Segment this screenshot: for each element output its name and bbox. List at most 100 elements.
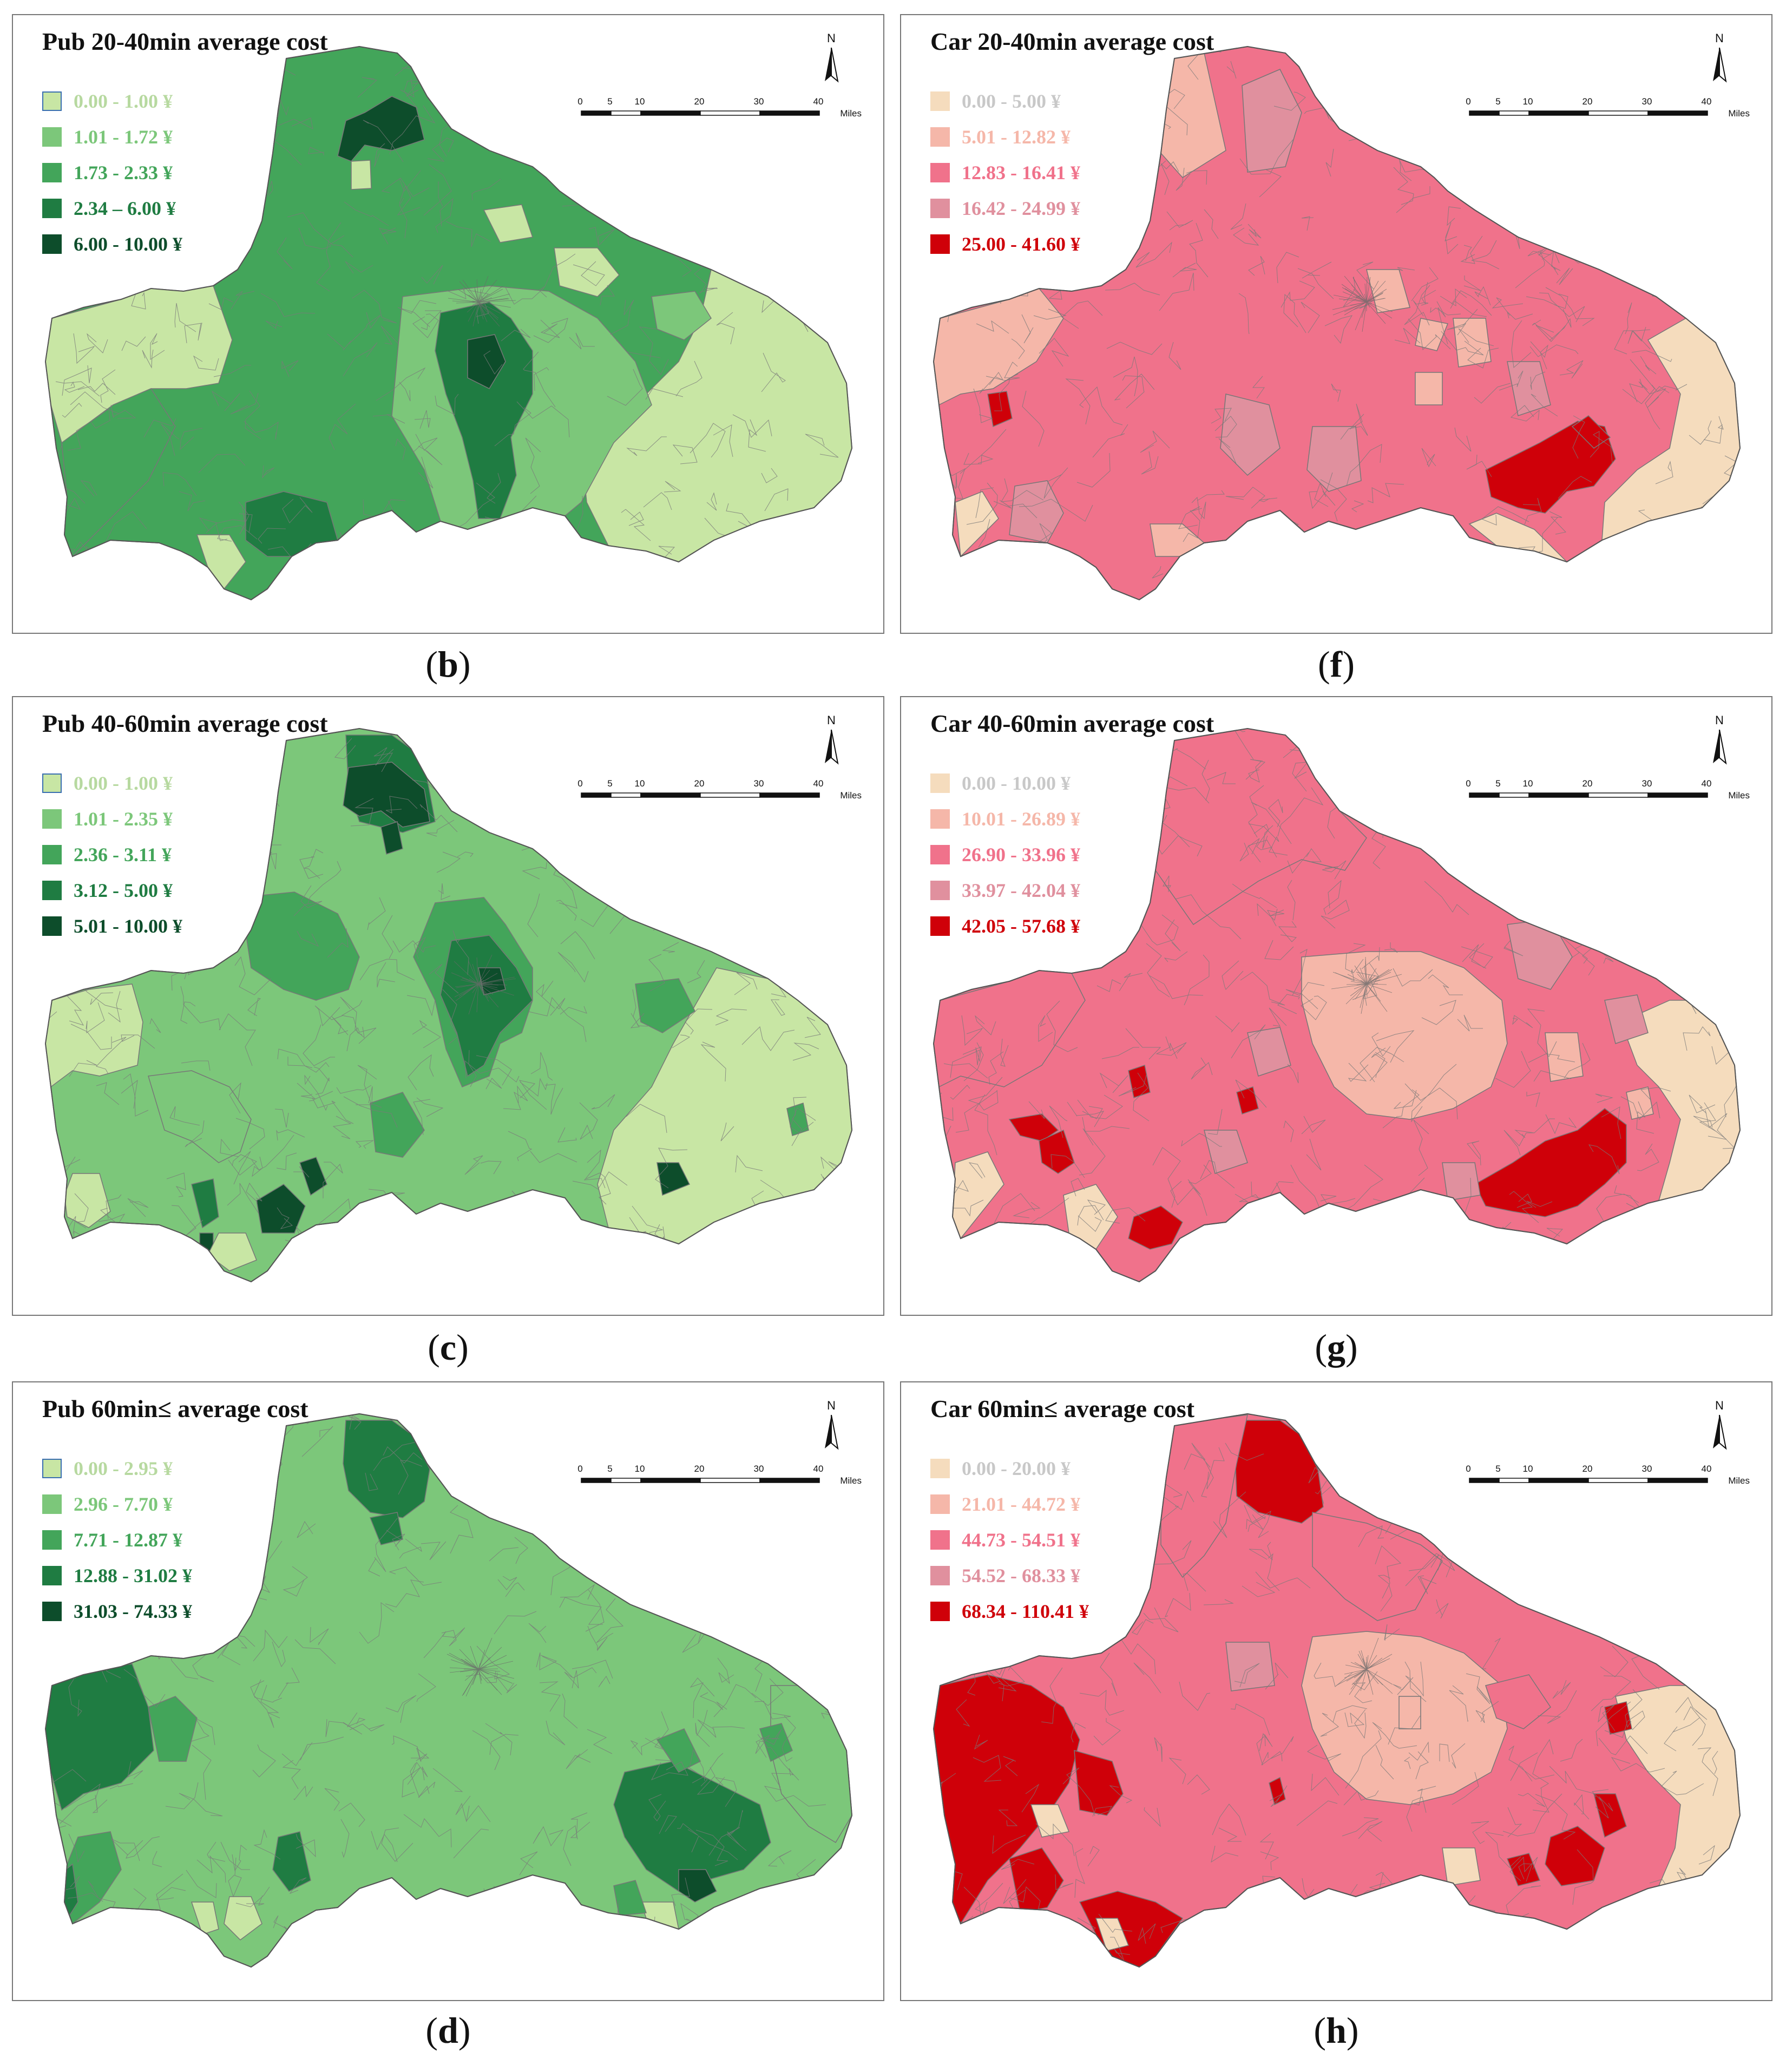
panel-caption-b: (b) xyxy=(425,644,471,685)
map-zone xyxy=(1604,994,1649,1044)
map-zone xyxy=(1312,1512,1443,1621)
choropleth-map xyxy=(933,45,1741,601)
legend-item: 25.00 - 41.60 ¥ xyxy=(930,226,1080,262)
scale-tick-label: 30 xyxy=(1641,96,1652,107)
legend-swatch xyxy=(42,1566,62,1585)
map-zone xyxy=(1204,1130,1248,1174)
scale-tick-label: 10 xyxy=(634,778,645,789)
legend: 0.00 - 20.00 ¥ 21.01 - 44.72 ¥ 44.73 - 54.… xyxy=(930,1451,1089,1629)
north-arrow-icon: N xyxy=(1706,31,1732,91)
legend-item: 1.73 - 2.33 ¥ xyxy=(42,155,182,191)
map-zone xyxy=(1485,421,1616,514)
legend-item: 0.00 - 5.00 ¥ xyxy=(930,83,1080,119)
map-title: Car 60min≤ average cost xyxy=(930,1395,1195,1422)
north-arrow-icon: N xyxy=(818,713,844,773)
map-zone xyxy=(1604,1701,1632,1735)
scale-tick-label: 20 xyxy=(694,778,705,789)
map-zone xyxy=(1225,1642,1275,1691)
legend-swatch xyxy=(42,1530,62,1550)
map-zone xyxy=(1301,951,1508,1120)
legend-label: 12.88 - 31.02 ¥ xyxy=(74,1565,192,1586)
legend-item: 5.01 - 12.82 ¥ xyxy=(930,119,1080,155)
scale-tick-label: 10 xyxy=(634,96,645,107)
scale-tick-label: 40 xyxy=(1701,778,1712,789)
scale-tick-label: 0 xyxy=(1466,1464,1471,1474)
choropleth-map xyxy=(933,1413,1741,1968)
scale-bar: 0 5 10 20 30 40 Miles xyxy=(1466,778,1750,816)
legend-item: 12.83 - 16.41 ¥ xyxy=(930,155,1080,191)
legend-swatch xyxy=(42,1459,62,1478)
panel-caption-f: (f) xyxy=(1318,644,1355,685)
legend-swatch xyxy=(930,881,950,900)
legend: 0.00 - 1.00 ¥ 1.01 - 2.35 ¥ 2.36 - 3.11 ¥ 3… xyxy=(42,765,182,944)
map-zone xyxy=(656,1728,701,1773)
region-border xyxy=(933,1413,1741,1968)
legend-label: 16.42 - 24.99 ¥ xyxy=(962,198,1080,219)
map-zone xyxy=(343,762,430,828)
map-zone xyxy=(1242,69,1302,173)
scale-bar: 0 5 10 20 30 40 Miles xyxy=(577,778,862,816)
scale-tick-label: 0 xyxy=(577,96,583,107)
legend-label: 5.01 - 12.82 ¥ xyxy=(962,126,1071,148)
map-panel-b: Pub 20-40min average cost 0.00 - 1.00 ¥ 1… xyxy=(12,14,884,634)
legend-item: 21.01 - 44.72 ¥ xyxy=(930,1486,1089,1522)
north-arrow-icon: N xyxy=(1706,713,1732,773)
scale-tick-label: 40 xyxy=(1701,96,1712,107)
map-zone xyxy=(1485,1674,1552,1729)
legend-label: 2.34 – 6.00 ¥ xyxy=(74,198,176,219)
legend-swatch xyxy=(42,91,62,111)
legend-swatch xyxy=(930,845,950,864)
legend-swatch xyxy=(42,773,62,793)
north-label: N xyxy=(1715,713,1724,727)
legend-swatch xyxy=(42,845,62,864)
scale-tick-label: 0 xyxy=(577,1464,583,1474)
scale-unit-label: Miles xyxy=(840,108,862,119)
map-zone xyxy=(351,160,372,190)
map-zone xyxy=(1442,1162,1481,1201)
legend-label: 44.73 - 54.51 ¥ xyxy=(962,1529,1080,1551)
map-zone xyxy=(1415,372,1443,405)
legend-swatch xyxy=(42,1602,62,1621)
legend-item: 10.01 - 26.89 ¥ xyxy=(930,801,1080,837)
legend-label: 10.01 - 26.89 ¥ xyxy=(962,808,1080,830)
panel-caption-h: (h) xyxy=(1314,2010,1359,2051)
legend-item: 5.01 - 10.00 ¥ xyxy=(42,908,182,944)
north-label: N xyxy=(1715,31,1724,45)
legend-swatch xyxy=(930,1459,950,1478)
map-zone xyxy=(1545,1826,1605,1886)
scale-unit-label: Miles xyxy=(1728,108,1750,119)
legend-label: 26.90 - 33.96 ¥ xyxy=(962,844,1080,865)
map-title: Pub 60min≤ average cost xyxy=(42,1395,308,1422)
legend-swatch xyxy=(930,1602,950,1621)
scale-tick-label: 40 xyxy=(813,96,824,107)
legend-label: 7.71 - 12.87 ¥ xyxy=(74,1529,182,1551)
legend-swatch xyxy=(42,163,62,182)
map-zone xyxy=(1545,1032,1584,1082)
scale-bar: 0 5 10 20 30 40 Miles xyxy=(577,96,862,134)
legend-item: 12.88 - 31.02 ¥ xyxy=(42,1558,192,1594)
legend-label: 25.00 - 41.60 ¥ xyxy=(962,233,1080,255)
scale-unit-label: Miles xyxy=(840,790,862,801)
map-title: Pub 40-60min average cost xyxy=(42,710,328,737)
legend-swatch xyxy=(930,127,950,147)
scale-bar: 0 5 10 20 30 40 Miles xyxy=(1466,1464,1750,1501)
map-zone xyxy=(191,1178,219,1229)
legend-label: 0.00 - 1.00 ¥ xyxy=(74,90,173,112)
map-panel-d: Pub 60min≤ average cost 0.00 - 2.95 ¥ 2.9… xyxy=(12,1381,884,2001)
legend-label: 31.03 - 74.33 ¥ xyxy=(74,1601,192,1622)
map-zone xyxy=(1626,1086,1654,1120)
legend-swatch xyxy=(930,1494,950,1514)
legend-label: 42.05 - 57.68 ¥ xyxy=(962,915,1080,937)
choropleth-map xyxy=(44,727,853,1283)
north-label: N xyxy=(1715,1399,1724,1412)
legend-item: 31.03 - 74.33 ¥ xyxy=(42,1594,192,1629)
legend-swatch xyxy=(930,773,950,793)
panel-caption-c: (c) xyxy=(428,1327,469,1368)
scale-tick-label: 20 xyxy=(694,96,705,107)
legend-item: 1.01 - 2.35 ¥ xyxy=(42,801,182,837)
map-zone xyxy=(1269,1776,1286,1806)
map-zone xyxy=(635,978,695,1033)
map-zone xyxy=(554,247,620,297)
legend-label: 1.01 - 1.72 ¥ xyxy=(74,126,173,148)
map-zone xyxy=(256,1184,306,1234)
